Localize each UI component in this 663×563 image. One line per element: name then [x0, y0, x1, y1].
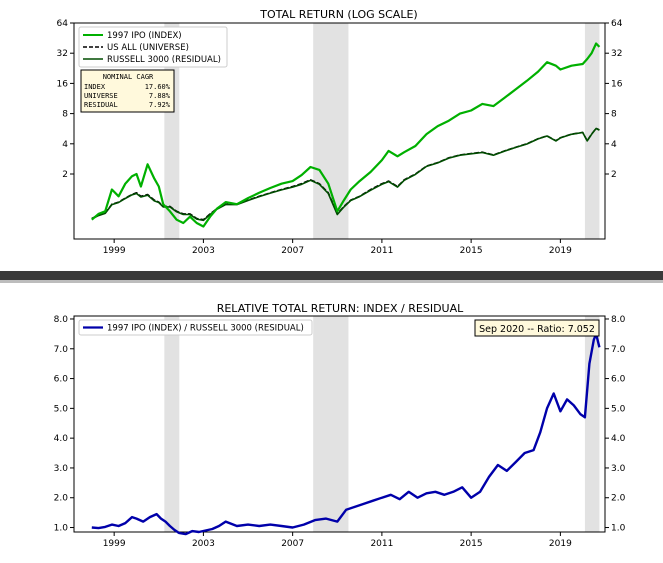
series-line-russell-3000-residual: [91, 127, 600, 222]
legend-entry-ratio: 1997 IPO (INDEX) / RUSSELL 3000 (RESIDUA…: [107, 324, 304, 334]
cagr-label-residual: RESIDUAL: [84, 101, 118, 109]
legend: 1997 IPO (INDEX) / RUSSELL 3000 (RESIDUA…: [78, 319, 313, 336]
plot-area: [73, 22, 606, 240]
plot-area: [73, 315, 606, 533]
y-tick-label-right: 8: [611, 110, 617, 120]
total-return-chart: TOTAL RETURN (LOG SCALE) 2 4 8 16 32 64 2 4 8 16…: [57, 8, 623, 256]
y-tick-label-right: 2: [611, 170, 617, 180]
x-tick-label: 2015: [460, 539, 483, 549]
y-tick-label-left: 2: [62, 170, 68, 180]
y-tick-label-left: 8: [62, 110, 68, 120]
y-tick-label-right: 64: [611, 19, 623, 29]
cagr-label-index: INDEX: [84, 83, 106, 91]
y-tick-label-left: 5.0: [54, 404, 69, 414]
chart-divider-shadow: [0, 280, 663, 283]
x-tick-label: 2003: [192, 539, 215, 549]
cagr-label-universe: UNIVERSE: [84, 92, 118, 100]
recession-shade-2: [584, 23, 600, 239]
chart-title: TOTAL RETURN (LOG SCALE): [259, 8, 417, 21]
cagr-value-residual: 7.92%: [149, 101, 171, 109]
x-tick-label: 2007: [281, 539, 304, 549]
y-tick-label-left: 4: [62, 140, 68, 150]
x-tick-label: 2011: [370, 246, 393, 256]
y-tick-label-left: 1.0: [54, 524, 69, 534]
cagr-value-universe: 7.88%: [149, 92, 171, 100]
x-tick-label: 2019: [549, 539, 572, 549]
y-tick-label-right: 5.0: [611, 404, 626, 414]
x-tick-label: 1999: [103, 539, 126, 549]
y-tick-label-left: 6.0: [54, 375, 69, 385]
y-tick-label-left: 32: [57, 49, 68, 59]
ratio-annotation: Sep 2020 -- Ratio: 7.052: [479, 324, 595, 335]
y-tick-label-right: 4.0: [611, 434, 626, 444]
chart-divider: [0, 271, 663, 280]
recession-shade-1: [313, 23, 349, 239]
cagr-title: NOMINAL CAGR: [103, 73, 154, 81]
cagr-annotation-box: NOMINAL CAGR INDEX 17.60% UNIVERSE 7.88%…: [80, 69, 175, 113]
ratio-annotation-box: Sep 2020 -- Ratio: 7.052: [474, 319, 600, 337]
y-tick-label-left: 8.0: [54, 315, 69, 325]
x-tick-label: 2019: [549, 246, 572, 256]
y-tick-label-right: 8.0: [611, 315, 626, 325]
legend-entry-residual: RUSSELL 3000 (RESIDUAL): [107, 55, 221, 65]
y-tick-label-right: 4: [611, 140, 617, 150]
y-tick-label-left: 4.0: [54, 434, 69, 444]
recession-shade-1: [313, 316, 349, 532]
y-tick-label-right: 6.0: [611, 375, 626, 385]
y-tick-label-right: 32: [611, 49, 622, 59]
y-tick-label-left: 3.0: [54, 464, 69, 474]
x-tick-label: 2011: [370, 539, 393, 549]
x-tick-label: 1999: [103, 246, 126, 256]
x-tick-label: 2007: [281, 246, 304, 256]
cagr-value-index: 17.60%: [145, 83, 171, 91]
y-tick-label-left: 16: [57, 79, 69, 89]
relative-return-chart: RELATIVE TOTAL RETURN: INDEX / RESIDUAL …: [54, 302, 626, 549]
y-tick-label-right: 3.0: [611, 464, 626, 474]
x-tick-label: 2015: [460, 246, 483, 256]
y-tick-label-right: 1.0: [611, 524, 626, 534]
y-tick-label-right: 16: [611, 79, 623, 89]
series-line-1997-ipo-index: [91, 42, 601, 228]
y-tick-label-left: 64: [57, 19, 69, 29]
y-tick-label-left: 2.0: [54, 494, 69, 504]
legend-entry-index: 1997 IPO (INDEX): [107, 31, 182, 41]
chart-title: RELATIVE TOTAL RETURN: INDEX / RESIDUAL: [217, 302, 464, 315]
recession-shade-0: [164, 316, 180, 532]
y-tick-label-left: 7.0: [54, 345, 69, 355]
legend-entry-universe: US ALL (UNIVERSE): [107, 43, 189, 53]
y-tick-label-right: 2.0: [611, 494, 626, 504]
y-tick-label-right: 7.0: [611, 345, 626, 355]
legend: 1997 IPO (INDEX) US ALL (UNIVERSE) RUSSE…: [78, 26, 228, 68]
series-line-1997-ipo-index-russell-3000-residual: [91, 332, 601, 536]
x-tick-label: 2003: [192, 246, 215, 256]
